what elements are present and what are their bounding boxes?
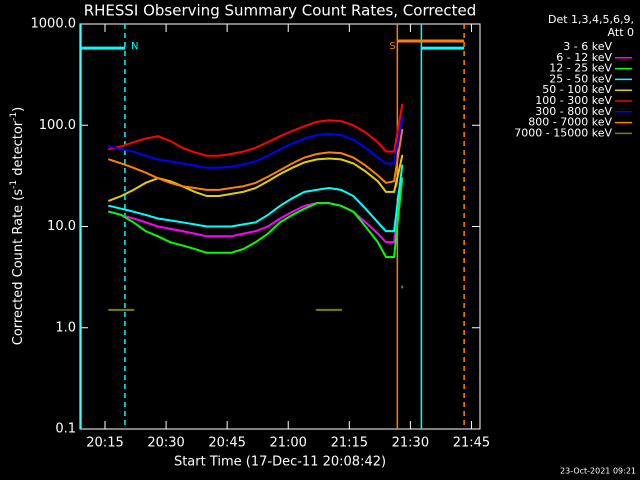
series-line — [108, 128, 404, 191]
legend-header: Att 0 — [608, 26, 634, 39]
series-line — [108, 177, 404, 258]
chart-title: RHESSI Observing Summary Count Rates, Co… — [84, 2, 477, 20]
series-line — [108, 164, 404, 210]
x-tick-label: 21:00 — [269, 436, 306, 451]
x-tick-label: 21:15 — [331, 436, 368, 451]
footer-date: 23-Oct-2021 09:21 — [560, 467, 636, 476]
series-line — [108, 103, 404, 157]
legend-label: 50 - 100 keV — [542, 83, 612, 96]
y-axis-label: Corrected Count Rate (s-1 detector-1) — [9, 107, 26, 345]
legend-header: Det 1,3,4,5,6,9, — [548, 13, 634, 26]
x-tick-label: 21:45 — [453, 436, 490, 451]
x-tick-label: 20:30 — [147, 436, 184, 451]
x-tick-label: 20:45 — [208, 436, 245, 451]
y-tick-label: 1.0 — [55, 320, 76, 335]
x-axis-label: Start Time (17-Dec-11 20:08:42) — [174, 455, 386, 470]
series-line — [108, 177, 404, 244]
y-tick-label: 0.1 — [55, 422, 76, 437]
event-label: N — [131, 41, 138, 52]
legend-label: 300 - 800 keV — [535, 105, 612, 118]
y-tick-label: 1000.0 — [31, 17, 77, 32]
legend-label: 100 - 300 keV — [535, 94, 612, 107]
legend-label: 25 - 50 keV — [549, 72, 612, 85]
y-tick-label: 10.0 — [47, 219, 76, 234]
series-line — [108, 285, 404, 311]
series-line — [108, 154, 404, 202]
series-line — [108, 116, 404, 169]
legend-label: 3 - 6 keV — [563, 40, 612, 53]
legend-label: 12 - 25 keV — [549, 62, 612, 75]
x-tick-label: 20:15 — [86, 436, 123, 451]
legend-label: 800 - 7000 keV — [528, 116, 612, 129]
legend-label: 6 - 12 keV — [556, 51, 612, 64]
event-label: S — [389, 41, 395, 52]
legend-label: 7000 - 15000 keV — [514, 126, 612, 139]
x-tick-label: 21:30 — [392, 436, 429, 451]
series-line — [108, 164, 404, 233]
y-tick-label: 100.0 — [39, 118, 76, 133]
